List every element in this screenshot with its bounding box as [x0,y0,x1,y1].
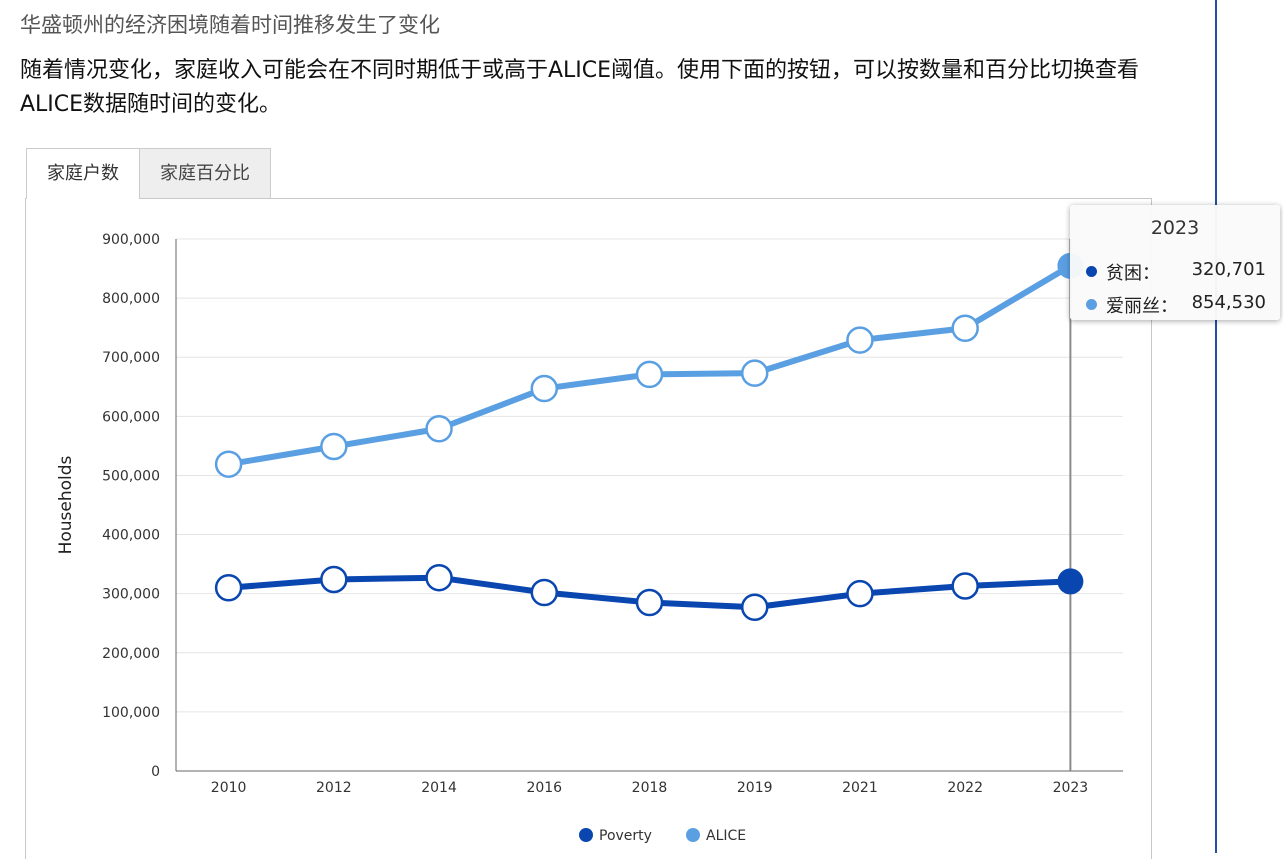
tooltip-alice-label: 爱丽丝： [1106,296,1178,317]
data-point-poverty [1057,568,1084,595]
tooltip-alice-dot [1086,299,1097,310]
y-tick-label: 600,000 [102,409,160,425]
y-tick-label: 200,000 [102,646,160,662]
legend-marker-poverty [579,828,593,842]
tooltip-alice-value: 854,530 [1191,292,1266,313]
tab-household-count[interactable]: 家庭户数 [26,148,140,199]
data-point-alice [951,314,979,343]
tab-bar: 家庭户数 家庭百分比 [26,148,271,199]
y-tick-label: 0 [151,764,160,780]
y-tick-label: 400,000 [102,528,160,544]
tooltip-year: 2023 [1150,217,1200,239]
data-point-alice [530,374,559,403]
y-tick-label: 300,000 [102,587,160,603]
page-title: 华盛顿州的经济困境随着时间推移发生了变化 [20,13,440,37]
chart-panel [25,198,1152,859]
x-tick-label: 2022 [947,780,983,796]
page-divider [1215,0,1217,853]
data-point-poverty [635,588,664,617]
data-point-poverty [425,563,453,592]
chart-tooltip: 2023 贫困： 320,701 爱丽丝： 854,530 [1070,205,1280,320]
x-tick-label: 2012 [316,780,352,796]
x-tick-label: 2023 [1053,780,1089,796]
y-tick-label: 800,000 [102,291,160,307]
intro-text: 随着情况变化，家庭收入可能会在不同时期低于或高于ALICE阈值。使用下面的按钮，… [20,58,1140,117]
x-tick-label: 2016 [526,780,562,796]
data-point-alice [214,450,243,478]
data-point-poverty [320,565,348,594]
data-point-poverty [214,574,243,602]
data-point-poverty [846,579,874,608]
data-point-alice [740,359,769,387]
legend-marker-alice [686,828,700,842]
data-point-poverty [951,572,979,600]
data-point-alice [425,414,453,443]
x-tick-label: 2021 [842,780,878,796]
data-point-alice [320,432,348,461]
tooltip-row-alice: 爱丽丝： 854,530 [1084,290,1266,318]
data-point-alice [635,360,664,389]
x-tick-label: 2018 [632,780,668,796]
tooltip-row-poverty: 贫困： 320,701 [1084,257,1266,285]
y-tick-label: 100,000 [102,705,160,721]
legend-label-alice: ALICE [706,828,746,844]
y-tick-label: 900,000 [102,232,160,248]
data-point-poverty [530,578,559,607]
y-tick-label: 700,000 [102,350,160,366]
data-point-alice [846,326,874,354]
legend-label-poverty: Poverty [599,828,652,844]
data-point-poverty [740,593,769,622]
content-area: 华盛顿州的经济困境随着时间推移发生了变化 随着情况变化，家庭收入可能会在不同时期… [20,13,1152,859]
tooltip-poverty-dot [1086,266,1097,277]
y-axis-title: Households [56,455,76,554]
tab-household-percent[interactable]: 家庭百分比 [140,148,271,198]
x-tick-label: 2019 [737,780,773,796]
y-tick-label: 500,000 [102,468,160,484]
x-tick-label: 2010 [211,780,247,796]
tooltip-poverty-label: 贫困： [1106,263,1160,284]
tooltip-poverty-value: 320,701 [1191,259,1266,280]
x-tick-label: 2014 [421,780,457,796]
